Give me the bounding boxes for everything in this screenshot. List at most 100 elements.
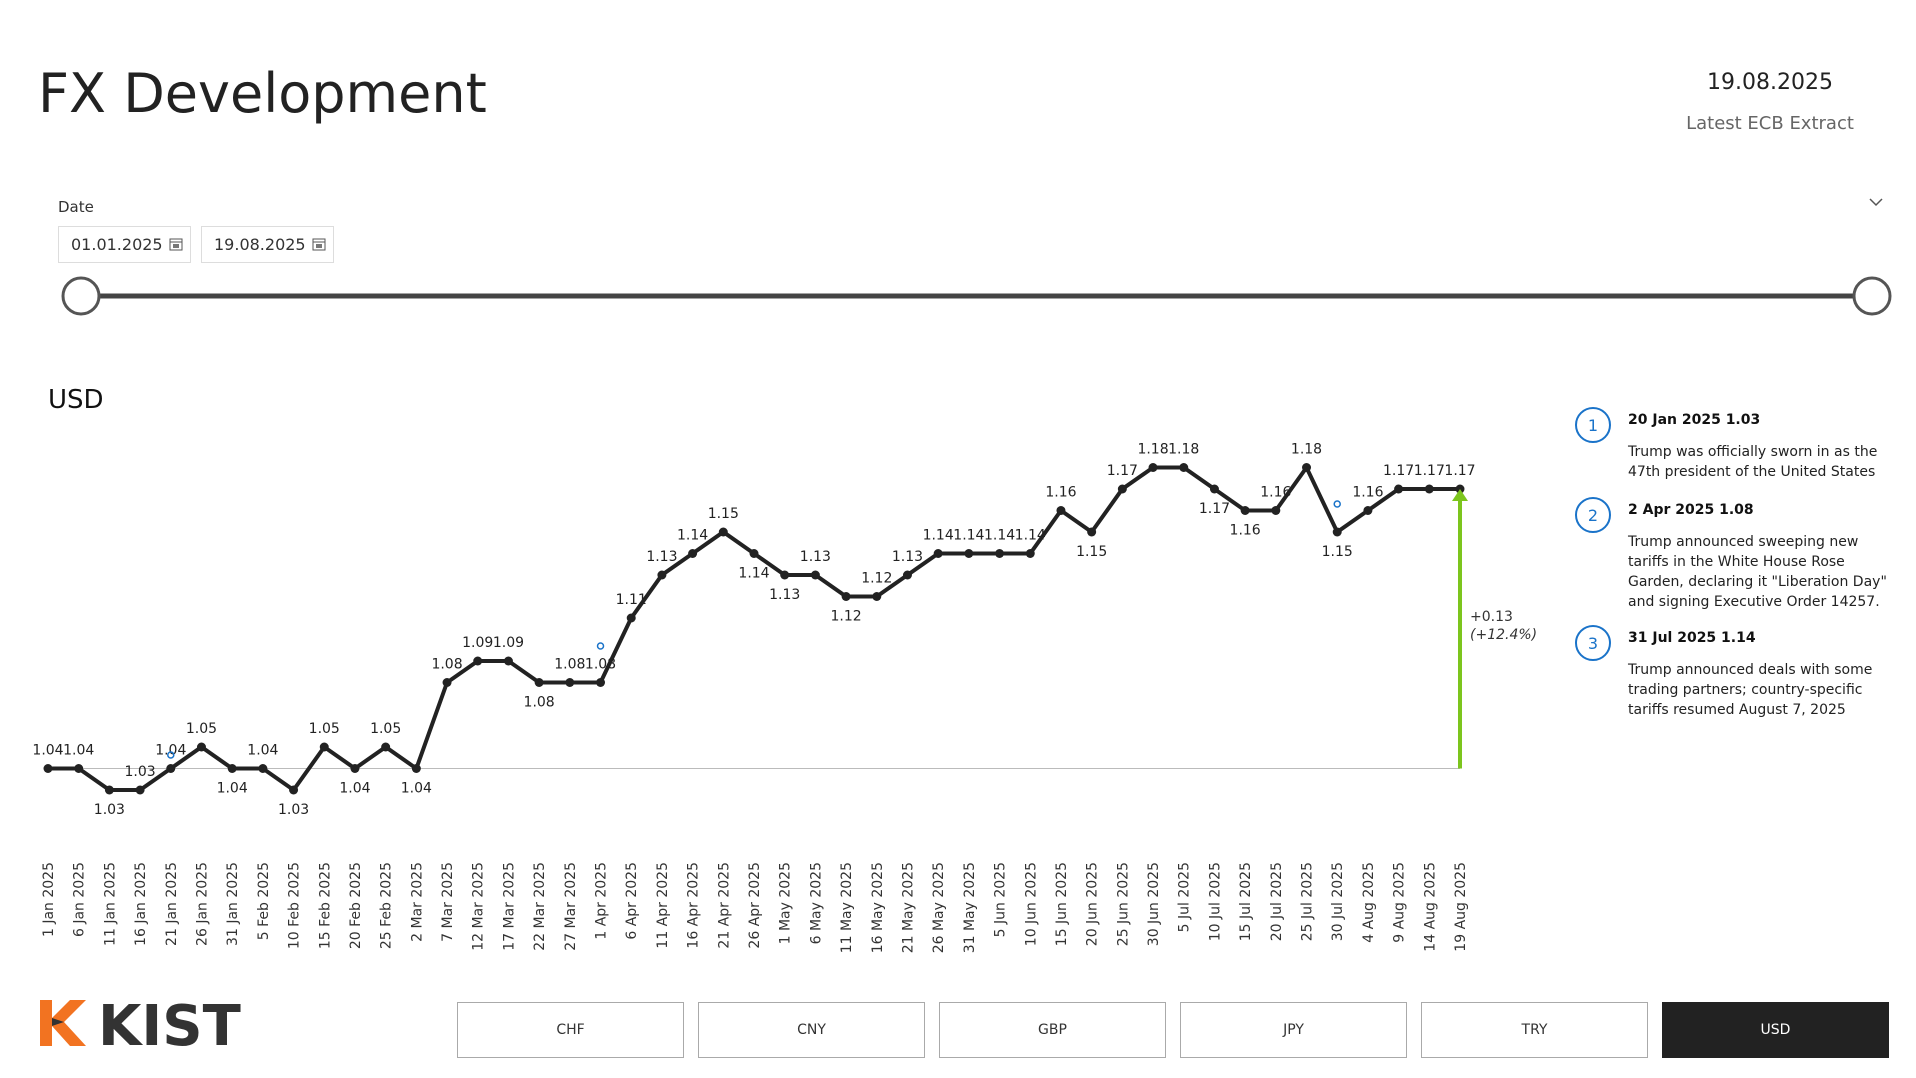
currency-button[interactable]: USD xyxy=(1662,1002,1889,1058)
point xyxy=(1394,484,1404,494)
point xyxy=(289,785,299,795)
chevron[interactable] xyxy=(1868,196,1884,208)
point xyxy=(596,678,606,687)
point xyxy=(749,549,759,558)
x-tick-label: 1 May 2025 xyxy=(778,862,794,944)
currency-button[interactable]: CHF xyxy=(457,1002,684,1058)
value-label: 1.16 xyxy=(1260,485,1291,501)
x-tick-label: 31 May 2025 xyxy=(962,862,978,953)
value-label: 1.09 xyxy=(462,635,493,651)
x-tick-label: 10 Feb 2025 xyxy=(287,862,303,949)
value-label: 1.14 xyxy=(677,528,708,544)
x-tick-label: 10 Jul 2025 xyxy=(1207,862,1223,941)
point xyxy=(442,678,452,687)
value-label: 1.04 xyxy=(217,781,248,797)
x-tick-label: 7 Mar 2025 xyxy=(440,862,456,942)
event-title: 2 Apr 2025 1.08 xyxy=(1628,502,1754,518)
point xyxy=(534,678,544,687)
slider-handle[interactable] xyxy=(61,276,101,316)
x-tick-label: 9 Aug 2025 xyxy=(1392,862,1408,943)
x-tick-label: 19 Aug 2025 xyxy=(1453,862,1469,952)
value-label: 1.14 xyxy=(738,566,769,582)
point xyxy=(135,785,145,795)
event-text: Trump announced deals with some trading … xyxy=(1628,662,1873,718)
subtitle: Latest ECB Extract xyxy=(1686,113,1854,134)
value-label: 1.03 xyxy=(94,802,125,818)
value-label: 1.08 xyxy=(431,657,462,673)
page-title: FX Development xyxy=(38,62,487,125)
start-date-input[interactable]: 01.01.2025 xyxy=(58,226,191,263)
event-title: 20 Jan 2025 1.03 xyxy=(1628,412,1761,428)
logo: KIST xyxy=(40,994,241,1059)
slider-handle[interactable] xyxy=(1852,276,1892,316)
x-tick-label: 11 Jan 2025 xyxy=(102,862,118,946)
point xyxy=(841,592,851,601)
event-circle xyxy=(1575,497,1611,533)
event-marker xyxy=(167,751,175,759)
x-tick-label: 5 Jul 2025 xyxy=(1177,862,1193,932)
x-tick-label: 17 Mar 2025 xyxy=(501,862,517,951)
point xyxy=(964,549,974,558)
value-label: 1.08 xyxy=(554,657,585,673)
currency-button[interactable]: CNY xyxy=(698,1002,925,1058)
value-label: 1.04 xyxy=(339,781,370,797)
value-label: 1.04 xyxy=(401,781,432,797)
point xyxy=(688,549,698,558)
event-number: 3 xyxy=(1588,634,1598,653)
value-label: 1.18 xyxy=(1168,442,1199,458)
point xyxy=(319,742,329,752)
x-tick-label: 26 Apr 2025 xyxy=(747,862,763,949)
arrow-head xyxy=(1452,489,1468,501)
point xyxy=(657,570,667,580)
point xyxy=(902,570,912,580)
end-date: 19.08.2025 xyxy=(214,235,306,254)
x-tick-label: 16 Jan 2025 xyxy=(133,862,149,946)
value-label: 1.15 xyxy=(1076,544,1107,560)
value-label: 1.14 xyxy=(923,528,954,544)
x-tick-label: 4 Aug 2025 xyxy=(1361,862,1377,943)
x-tick-label: 2 Mar 2025 xyxy=(409,862,425,942)
x-tick-label: 6 May 2025 xyxy=(808,862,824,944)
value-label: 1.16 xyxy=(1045,485,1076,501)
point xyxy=(196,742,206,752)
x-tick-label: 25 Feb 2025 xyxy=(379,862,395,949)
x-tick-label: 30 Jun 2025 xyxy=(1146,862,1162,946)
end-date-input[interactable]: 19.08.2025 xyxy=(201,226,334,263)
value-label: 1.16 xyxy=(1352,485,1383,501)
point xyxy=(411,764,421,773)
event-marker xyxy=(1333,500,1341,508)
point xyxy=(350,764,360,773)
point xyxy=(1271,506,1281,515)
chart-title: USD xyxy=(48,385,104,415)
x-tick-label: 15 Feb 2025 xyxy=(317,862,333,949)
start-date: 01.01.2025 xyxy=(71,235,163,254)
point xyxy=(1148,463,1158,472)
value-label: 1.14 xyxy=(953,528,984,544)
event-circle xyxy=(1575,625,1611,661)
value-label: 1.04 xyxy=(32,743,63,759)
value-label: 1.03 xyxy=(125,764,156,780)
point xyxy=(1179,463,1189,472)
currency-button[interactable]: JPY xyxy=(1180,1002,1407,1058)
value-label: 1.17 xyxy=(1199,501,1230,517)
point xyxy=(1363,506,1373,515)
x-tick-label: 21 Apr 2025 xyxy=(716,862,732,949)
point xyxy=(1209,484,1219,494)
point xyxy=(1025,549,1035,558)
point xyxy=(1056,506,1066,515)
change-percent: (+12.4%) xyxy=(1470,627,1537,643)
value-label: 1.16 xyxy=(1230,523,1261,539)
x-tick-label: 31 Jan 2025 xyxy=(225,862,241,946)
x-tick-label: 26 Jan 2025 xyxy=(194,862,210,946)
point xyxy=(381,742,391,752)
point xyxy=(872,592,882,601)
currency-button[interactable]: TRY xyxy=(1421,1002,1648,1058)
value-label: 1.18 xyxy=(1291,442,1322,458)
currency-button[interactable]: GBP xyxy=(939,1002,1166,1058)
point xyxy=(933,549,943,558)
x-tick-label: 20 Jun 2025 xyxy=(1085,862,1101,946)
point xyxy=(780,570,790,580)
x-tick-label: 22 Mar 2025 xyxy=(532,862,548,951)
value-label: 1.03 xyxy=(278,802,309,818)
x-tick-label: 26 May 2025 xyxy=(931,862,947,953)
